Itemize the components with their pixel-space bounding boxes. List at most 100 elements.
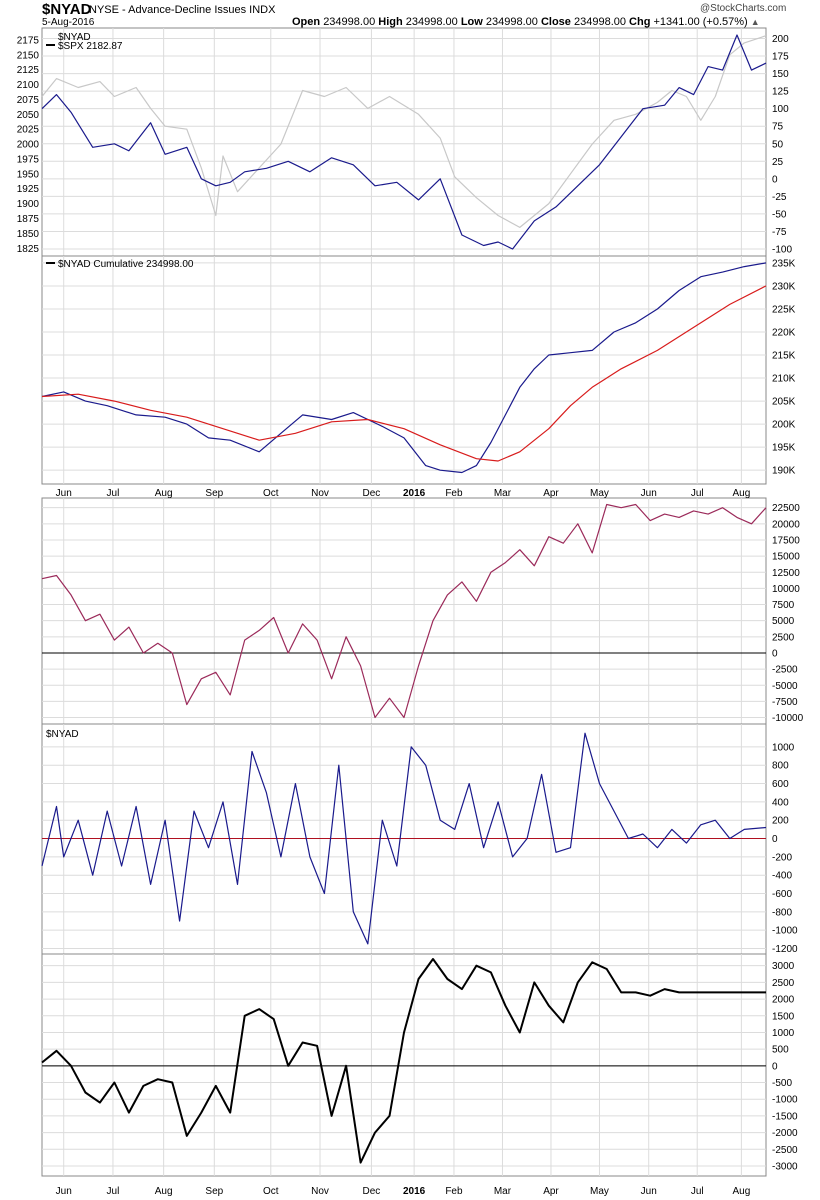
y-tick-label-right: -1000 [772, 1095, 798, 1106]
y-tick-label-right: -5000 [772, 681, 798, 692]
x-tick-label: Aug [155, 1186, 173, 1197]
x-tick-label: Jun [641, 1186, 657, 1197]
x-tick-label: Apr [543, 488, 559, 499]
x-tick-label: Jul [107, 1186, 120, 1197]
y-tick-label-right: 3000 [772, 961, 795, 972]
y-tick-label-right: 15000 [772, 552, 800, 563]
y-tick-label-right: 2000 [772, 995, 795, 1006]
legend-cumulative: $NYAD Cumulative 234998.00 [58, 259, 194, 270]
y-tick-label-left: 1850 [17, 229, 40, 240]
y-tick-label-right: -75 [772, 227, 787, 238]
x-tick-label: May [590, 488, 609, 499]
legend-spx: $SPX 2182.87 [58, 41, 123, 52]
x-tick-label: Jun [641, 488, 657, 499]
y-tick-label-left: 1875 [17, 214, 40, 225]
x-tick-label: Jul [691, 1186, 704, 1197]
y-tick-label-right: -100 [772, 244, 792, 255]
x-tick-label: Aug [732, 488, 750, 499]
x-tick-label: Mar [494, 488, 512, 499]
y-tick-label-right: 125 [772, 87, 789, 98]
y-tick-label-right: 0 [772, 1061, 778, 1072]
y-tick-label-left: 2075 [17, 95, 40, 106]
y-tick-label-right: 220K [772, 328, 796, 339]
x-tick-label: Nov [311, 1186, 329, 1197]
y-tick-label-right: 200 [772, 34, 789, 45]
low-value: 234998.00 [485, 16, 538, 28]
brand-watermark: @StockCharts.com [700, 3, 787, 14]
x-tick-label: Jun [56, 488, 72, 499]
y-tick-label-right: -500 [772, 1078, 792, 1089]
y-tick-label-left: 1825 [17, 244, 40, 255]
legend-nyad-raw: $NYAD [46, 729, 79, 740]
high-value: 234998.00 [405, 16, 458, 28]
symbol-description: NYSE - Advance-Decline Issues INDX [89, 4, 276, 16]
high-label: High [378, 16, 403, 28]
y-tick-label-right: 800 [772, 761, 789, 772]
y-tick-label-right: 235K [772, 258, 796, 269]
series-line-cumulative-1 [41, 285, 767, 462]
y-tick-label-right: -7500 [772, 697, 798, 708]
open-value: 234998.00 [323, 16, 376, 28]
y-tick-label-right: 1000 [772, 1028, 795, 1039]
x-tick-label: 2016 [403, 1186, 426, 1197]
y-tick-label-left: 2150 [17, 50, 40, 61]
series-line-smoothed-0 [41, 958, 766, 1164]
series-line-price-0 [41, 35, 767, 228]
y-tick-label-left: 1900 [17, 199, 40, 210]
y-tick-label-right: -25 [772, 192, 787, 203]
y-tick-label-right: 500 [772, 1045, 789, 1056]
y-tick-label-right: -10000 [772, 713, 804, 724]
y-tick-label-right: 190K [772, 466, 796, 477]
y-tick-label-right: -400 [772, 871, 792, 882]
y-tick-label-left: 2175 [17, 35, 40, 46]
y-tick-label-right: 5000 [772, 616, 795, 627]
y-tick-label-left: 2025 [17, 125, 40, 136]
y-tick-label-right: 22500 [772, 503, 800, 514]
x-tick-label: Nov [311, 488, 329, 499]
x-tick-label: Mar [494, 1186, 512, 1197]
chg-label: Chg [629, 16, 651, 28]
collapse-triangle-icon[interactable]: ▲ [750, 17, 760, 27]
y-tick-label-right: -50 [772, 209, 787, 220]
panel-frame-price [41, 27, 767, 257]
x-tick-label: Jul [107, 488, 120, 499]
y-tick-label-right: 230K [772, 281, 796, 292]
y-tick-label-left: 1925 [17, 184, 40, 195]
y-tick-label-right: 0 [772, 834, 778, 845]
y-tick-label-right: 210K [772, 374, 796, 385]
chg-value: +1341.00 (+0.57%) [653, 16, 748, 28]
y-tick-label-left: 1950 [17, 169, 40, 180]
y-tick-label-left: 2050 [17, 110, 40, 121]
date-label: 5-Aug-2016 [42, 17, 95, 28]
y-tick-label-right: -800 [772, 907, 792, 918]
y-tick-label-right: 1500 [772, 1011, 795, 1022]
y-tick-label-right: -2000 [772, 1128, 798, 1139]
series-line-price-1 [41, 34, 767, 250]
y-tick-label-right: -1000 [772, 926, 798, 937]
x-tick-label: May [590, 1186, 609, 1197]
y-tick-label-left: 2125 [17, 65, 40, 76]
x-tick-label: 2016 [403, 488, 426, 499]
y-tick-label-right: 0 [772, 174, 778, 185]
y-tick-label-left: 2100 [17, 80, 40, 91]
x-tick-label: Jun [56, 1186, 72, 1197]
x-tick-label: Jul [691, 488, 704, 499]
y-tick-label-right: 25 [772, 157, 784, 168]
y-tick-label-right: 2500 [772, 978, 795, 989]
low-label: Low [460, 16, 483, 28]
y-tick-label-right: 195K [772, 443, 796, 454]
symbol-label: $NYAD [42, 1, 92, 18]
series-line-cumulative-0 [41, 262, 767, 474]
y-tick-label-right: 205K [772, 397, 796, 408]
x-tick-label: Oct [263, 488, 279, 499]
y-tick-label-right: -3000 [772, 1161, 798, 1172]
y-tick-label-right: 12500 [772, 568, 800, 579]
y-tick-label-right: 2500 [772, 632, 795, 643]
y-tick-label-right: -1500 [772, 1111, 798, 1122]
y-tick-label-right: 400 [772, 797, 789, 808]
panel-frame-smoothed [41, 953, 767, 1177]
panel-frame-oscillator [41, 497, 767, 725]
x-tick-label: Aug [155, 488, 173, 499]
y-tick-label-right: -600 [772, 889, 792, 900]
